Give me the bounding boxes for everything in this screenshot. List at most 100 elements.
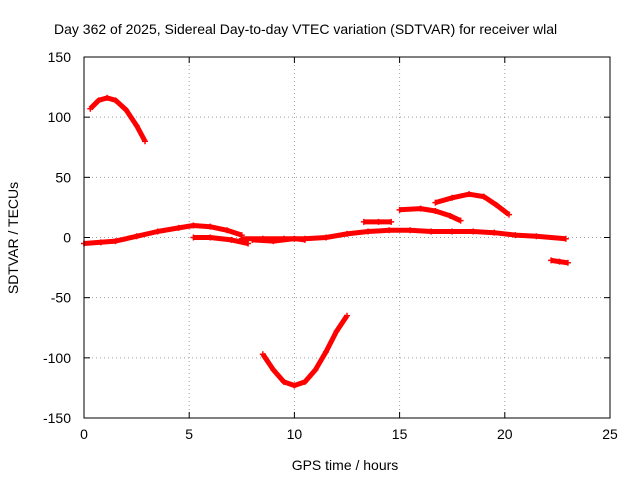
data-point: [154, 228, 161, 235]
data-series-arc-1: [87, 94, 149, 145]
data-point: [249, 236, 256, 243]
data-point: [470, 228, 477, 235]
data-point: [428, 228, 435, 235]
data-point: [123, 106, 130, 113]
grid-layer: [84, 57, 610, 418]
data-point: [449, 194, 456, 201]
series-line: [241, 227, 432, 242]
data-series-arc-5: [249, 235, 308, 245]
data-point: [432, 208, 439, 215]
data-point: [556, 258, 563, 265]
data-point: [388, 218, 395, 225]
data-point: [207, 223, 214, 230]
data-point: [417, 205, 424, 212]
data-series-arc-9: [432, 191, 513, 218]
data-point: [449, 228, 456, 235]
data-point: [562, 235, 569, 242]
data-point: [480, 193, 487, 200]
data-series-arc-10: [259, 312, 350, 389]
y-tick-label: 100: [48, 109, 72, 125]
series-line: [434, 191, 511, 217]
data-point: [207, 234, 214, 241]
data-point: [238, 235, 245, 242]
data-point: [312, 366, 319, 373]
data-point: [133, 122, 140, 129]
data-point: [301, 236, 308, 243]
data-series-arc-11: [548, 257, 571, 266]
series-line: [260, 314, 350, 388]
data-point: [322, 348, 329, 355]
data-point: [344, 230, 350, 237]
data-point: [333, 328, 340, 335]
data-point: [280, 378, 287, 385]
data-point: [190, 234, 197, 241]
data-point: [512, 232, 519, 239]
y-tick-label: 150: [48, 49, 72, 65]
series-line: [252, 236, 306, 244]
data-point: [533, 233, 540, 240]
data-point: [344, 312, 350, 319]
y-tick-label: -100: [43, 350, 71, 366]
data-point: [466, 191, 473, 198]
data-point: [322, 234, 329, 241]
y-tick-label: 50: [55, 169, 71, 185]
data-point: [365, 228, 372, 235]
data-point: [493, 202, 500, 209]
data-point: [259, 351, 266, 358]
data-point: [360, 218, 367, 225]
y-tick-label: -150: [43, 410, 71, 426]
data-series-arc-2: [81, 222, 245, 247]
data-point: [506, 211, 513, 218]
data-point: [87, 105, 94, 112]
x-axis-label: GPS time / hours: [292, 457, 399, 473]
data-point: [447, 212, 454, 219]
data-point: [245, 240, 252, 247]
data-point: [301, 378, 308, 385]
chart-title: Day 362 of 2025, Sidereal Day-to-day VTE…: [54, 21, 557, 37]
x-tick-label: 25: [602, 426, 618, 442]
x-tick-label: 15: [392, 426, 408, 442]
series-line: [83, 223, 243, 246]
plot-frame: [83, 56, 611, 419]
data-point: [291, 382, 298, 389]
y-tick-label: 0: [63, 230, 71, 246]
data-series-arc-3: [190, 234, 252, 247]
data-point: [396, 206, 403, 213]
series-line: [193, 235, 249, 246]
data-point: [142, 138, 149, 145]
data-series-arc-7: [360, 218, 395, 225]
data-point: [548, 257, 555, 264]
data-point: [95, 97, 102, 104]
data-point: [112, 238, 119, 245]
data-point: [432, 199, 439, 206]
y-axis-label: SDTVAR / TECUs: [5, 182, 21, 294]
data-point: [491, 229, 498, 236]
data-point: [228, 236, 235, 243]
ticks-layer: 0 5 10 15 20 25 -150 -100 -50 0 50 100 150: [43, 49, 618, 442]
data-point: [270, 238, 277, 245]
data-series-arc-8: [396, 205, 464, 224]
data-point: [97, 239, 104, 246]
data-point: [564, 259, 571, 266]
x-tick-label: 10: [287, 426, 303, 442]
x-tick-label: 5: [185, 426, 193, 442]
series-line: [431, 229, 567, 242]
series-layer: [81, 94, 571, 389]
data-point: [112, 97, 119, 104]
x-tick-label: 20: [497, 426, 513, 442]
data-point: [386, 227, 393, 234]
data-point: [375, 218, 382, 225]
data-point: [224, 227, 231, 234]
data-point: [104, 94, 111, 101]
data-point: [190, 222, 197, 229]
data-point: [291, 235, 298, 242]
series-line: [399, 206, 462, 223]
data-point: [175, 224, 182, 231]
series-line: [88, 95, 148, 143]
x-tick-label: 0: [80, 426, 88, 442]
data-point: [407, 227, 414, 234]
data-series-arc-6: [428, 228, 569, 242]
data-point: [133, 233, 140, 240]
y-tick-label: -50: [51, 290, 71, 306]
data-point: [457, 217, 464, 224]
